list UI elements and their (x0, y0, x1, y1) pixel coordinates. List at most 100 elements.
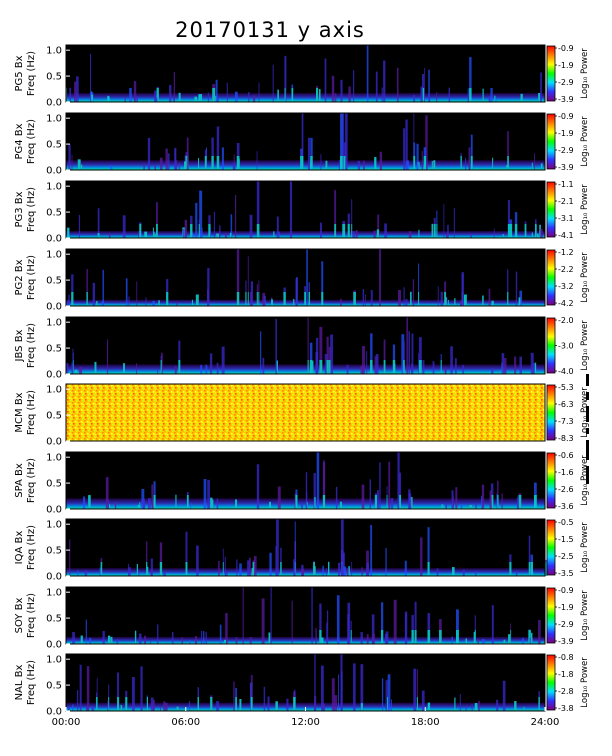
colorbar-tick-label: -3.8 (558, 704, 574, 713)
freq-axis-label: Freq (Hz) (26, 119, 37, 164)
colorbar-tick-label: -3.6 (558, 502, 574, 511)
y-tick-label: 0.0 (46, 166, 62, 177)
colorbar (546, 181, 556, 238)
freq-axis-label: Freq (Hz) (26, 458, 37, 503)
colorbar-tick-label: -0.9 (558, 44, 574, 53)
x-tick-label: 18:00 (411, 717, 440, 728)
y-tick-label: 0.5 (46, 72, 62, 83)
colorbar-tick-label: -4.1 (558, 231, 574, 240)
freq-axis-label: Freq (Hz) (26, 187, 37, 232)
colorbar-tick-label: -4.2 (558, 299, 574, 308)
freq-axis-label: Freq (Hz) (26, 323, 37, 368)
colorbar-tick-label: -2.5 (558, 552, 574, 561)
y-tick-label: 0.5 (46, 479, 62, 490)
colorbar-tick-label: -1.6 (558, 468, 574, 477)
colorbar (546, 113, 556, 170)
colorbar (546, 317, 556, 374)
panel-jbs: 0.0 0.5 1.0 JBS Bx Freq (Hz) -2.0 -3.0 -4.0 Log₁… (14, 316, 590, 381)
plot-area (66, 654, 545, 711)
y-tick-label: 0.0 (46, 707, 62, 718)
colorbar (546, 45, 556, 102)
colorbar-tick-label: -8.3 (558, 434, 574, 443)
station-label: PG3 Bx (14, 191, 25, 227)
y-tick-label: 0.0 (46, 234, 62, 245)
colorbar-tick-label: -0.9 (558, 586, 574, 595)
colorbar-tick-label: -3.5 (558, 569, 574, 578)
colorbar-label: Log₁₀ Power (580, 252, 590, 303)
y-tick-label: 1.0 (46, 114, 62, 125)
colorbar-label: Log₁₀ Power (580, 320, 590, 371)
colorbar-label: Log₁₀ Power (580, 116, 590, 167)
station-label: SPA Bx (14, 463, 25, 498)
colorbar-tick-label: -0.5 (558, 518, 574, 527)
y-tick-label: 1.0 (46, 46, 62, 57)
colorbar-tick-label: -1.9 (558, 603, 574, 612)
panel-pg4: 0.0 0.5 1.0 PG4 Bx Freq (Hz) -0.9 -1.9 -2.9 -3.9… (14, 112, 590, 177)
colorbar (546, 452, 556, 509)
colorbar-tick-label: -0.6 (558, 451, 574, 460)
y-tick-label: 0.0 (46, 505, 62, 516)
colorbar-tick-label: -2.0 (558, 316, 574, 325)
colorbar-tick-label: -3.9 (558, 163, 574, 172)
colorbar-tick-label: -1.1 (558, 180, 574, 189)
colorbar-label: Log₁₀ Power (580, 48, 590, 99)
colorbar-tick-label: -2.9 (558, 78, 574, 87)
y-tick-label: 0.5 (46, 208, 62, 219)
colorbar (546, 519, 556, 576)
station-label: PG5 Bx (14, 55, 25, 91)
colorbar-tick-label: -1.2 (558, 248, 574, 257)
panel-iqa: 0.0 0.5 1.0 IQA Bx Freq (Hz) -0.5 -1.5 -2.5 -3.5… (14, 518, 590, 583)
y-tick-label: 0.5 (46, 140, 62, 151)
footnote-scribble (586, 374, 589, 484)
colorbar-tick-label: -2.9 (558, 620, 574, 629)
colorbar-tick-label: -2.2 (558, 265, 574, 274)
panel-mcm: 0.0 0.5 1.0 MCM Bx Freq (Hz) -5.3 -6.3 -7.3 -8.3… (14, 383, 590, 448)
colorbar-tick-label: -7.3 (558, 417, 574, 426)
colorbar-tick-label: -2.6 (558, 485, 574, 494)
colorbar-tick-label: -1.9 (558, 129, 574, 138)
y-tick-label: 0.5 (46, 344, 62, 355)
freq-axis-label: Freq (Hz) (26, 525, 37, 570)
y-tick-label: 0.0 (46, 370, 62, 381)
y-tick-label: 1.0 (46, 520, 62, 531)
panel-pg5: 0.0 0.5 1.0 PG5 Bx Freq (Hz) -0.9 -1.9 -2.9 -3.9… (14, 44, 590, 109)
colorbar-tick-label: -3.2 (558, 282, 574, 291)
y-tick-label: 0.5 (46, 276, 62, 287)
y-tick-label: 0.0 (46, 437, 62, 448)
y-tick-label: 0.0 (46, 572, 62, 583)
colorbar-tick-label: -3.0 (558, 342, 574, 351)
colorbar-label: Log₁₀ Power (580, 657, 590, 708)
plot-area (66, 384, 545, 441)
colorbar-tick-label: -3.9 (558, 95, 574, 104)
colorbar-tick-label: -4.0 (558, 367, 574, 376)
panel-spa: 0.0 0.5 1.0 SPA Bx Freq (Hz) -0.6 -1.6 -2.6 -3.6… (14, 451, 590, 516)
y-tick-label: 1.0 (46, 250, 62, 261)
colorbar-label: Log₁₀ Power (580, 455, 590, 506)
colorbar-tick-label: -0.8 (558, 653, 574, 662)
freq-axis-label: Freq (Hz) (26, 51, 37, 96)
y-tick-label: 1.0 (46, 385, 62, 396)
station-label: PG4 Bx (14, 123, 25, 159)
colorbar-label: Log₁₀ Power (580, 184, 590, 235)
freq-axis-label: Freq (Hz) (26, 593, 37, 638)
y-tick-label: 1.0 (46, 318, 62, 329)
colorbar-label: Log₁₀ Power (580, 590, 590, 641)
panel-pg2: 0.0 0.5 1.0 PG2 Bx Freq (Hz) -1.2 -2.2 -3.2 -4.2… (14, 248, 590, 313)
plot-area (66, 519, 545, 576)
y-tick-label: 1.0 (46, 655, 62, 666)
colorbar-tick-label: -0.9 (558, 112, 574, 121)
colorbar-label: Log₁₀ Power (580, 387, 590, 438)
freq-axis-label: Freq (Hz) (26, 390, 37, 435)
y-tick-label: 0.5 (46, 411, 62, 422)
colorbar-tick-label: -1.9 (558, 61, 574, 70)
y-tick-label: 0.0 (46, 302, 62, 313)
colorbar-tick-label: -5.3 (558, 383, 574, 392)
freq-axis-label: Freq (Hz) (26, 660, 37, 705)
panel-pg3: 0.0 0.5 1.0 PG3 Bx Freq (Hz) -1.1 -2.1 -3.1 -4.1… (14, 180, 590, 245)
colorbar-tick-label: -3.9 (558, 637, 574, 646)
y-tick-label: 0.5 (46, 614, 62, 625)
y-tick-label: 1.0 (46, 453, 62, 464)
chart-title: 20170131 y axis (175, 18, 365, 42)
station-label: JBS Bx (14, 329, 25, 362)
